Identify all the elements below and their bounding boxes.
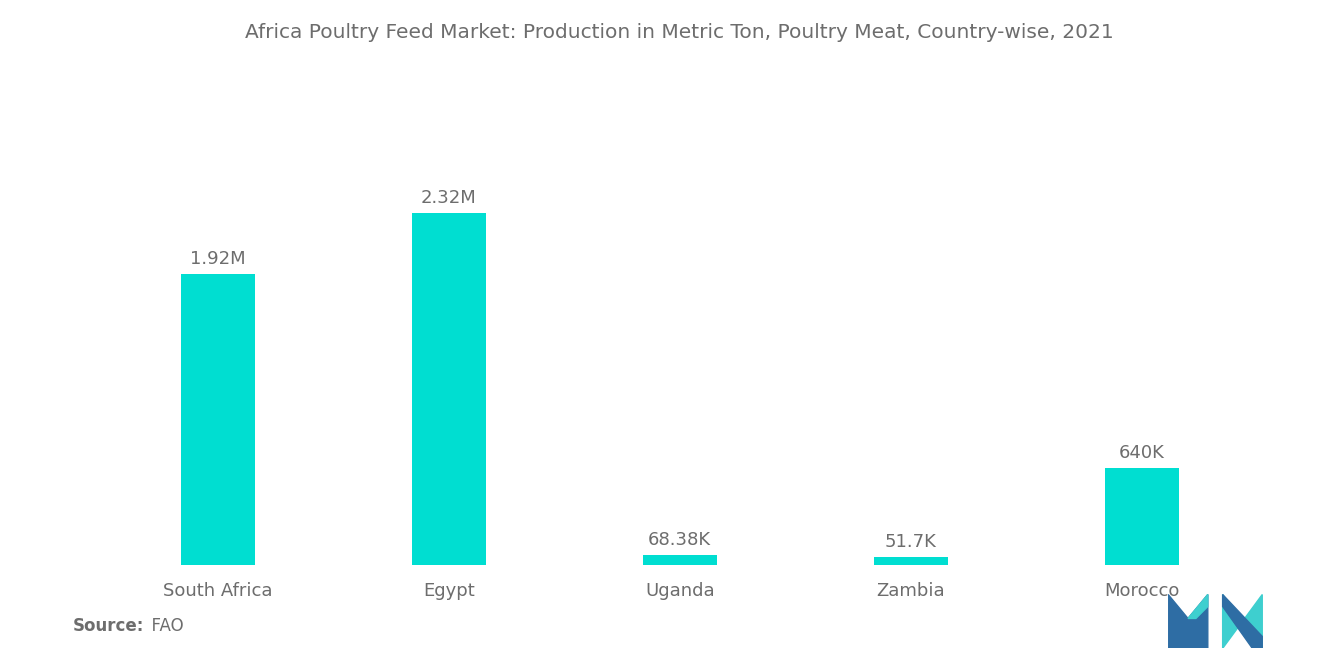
Text: Source:: Source: — [73, 617, 144, 635]
Bar — [181, 274, 255, 565]
Bar — [643, 555, 717, 565]
Bar — [412, 213, 486, 565]
Text: 51.7K: 51.7K — [884, 533, 937, 551]
Text: FAO: FAO — [141, 617, 183, 635]
Polygon shape — [1222, 595, 1262, 648]
Text: 2.32M: 2.32M — [421, 189, 477, 207]
Polygon shape — [1222, 595, 1262, 648]
Text: 640K: 640K — [1119, 444, 1164, 462]
Bar — [1105, 468, 1179, 565]
Bar — [874, 557, 948, 565]
Polygon shape — [1188, 595, 1208, 618]
Text: 68.38K: 68.38K — [648, 531, 711, 549]
Text: 1.92M: 1.92M — [190, 250, 246, 268]
Title: Africa Poultry Feed Market: Production in Metric Ton, Poultry Meat, Country-wise: Africa Poultry Feed Market: Production i… — [246, 23, 1114, 42]
Polygon shape — [1168, 595, 1208, 648]
